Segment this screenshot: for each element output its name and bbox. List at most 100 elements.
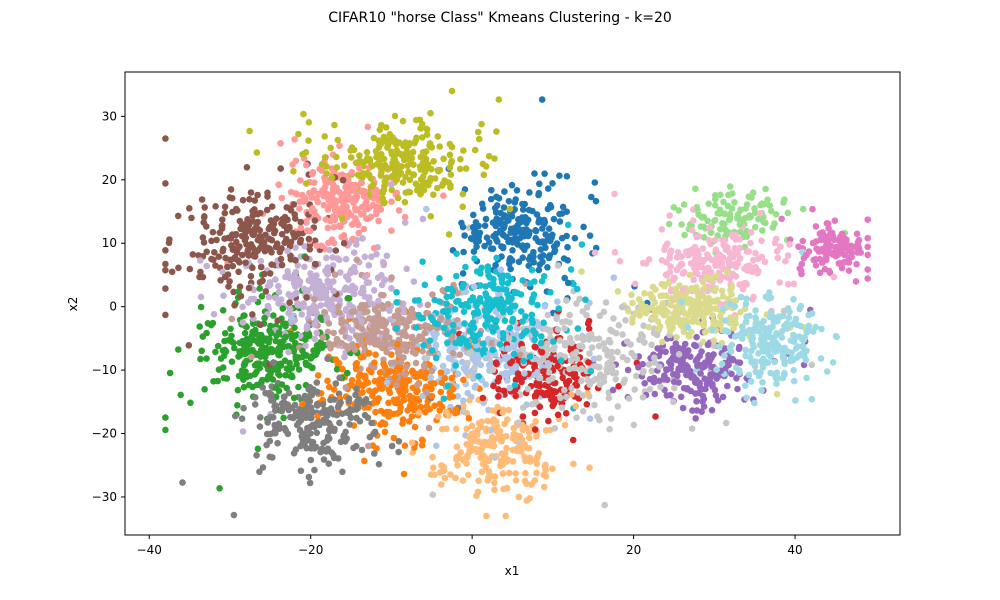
data-point	[576, 342, 583, 350]
data-point	[538, 333, 545, 340]
data-point	[268, 397, 275, 404]
data-point	[539, 356, 547, 363]
data-point	[532, 457, 540, 465]
data-point	[799, 237, 807, 245]
data-point	[290, 348, 298, 355]
data-point	[377, 291, 385, 299]
data-point	[287, 188, 295, 196]
data-point	[293, 361, 300, 368]
data-point	[459, 190, 467, 198]
data-point	[722, 317, 729, 324]
data-point	[478, 120, 485, 128]
data-point	[335, 303, 342, 311]
data-point	[335, 359, 343, 367]
data-point	[705, 200, 712, 207]
data-point	[309, 364, 316, 372]
data-point	[712, 195, 719, 203]
data-point	[232, 205, 240, 213]
data-point	[578, 268, 585, 275]
data-point	[337, 223, 344, 231]
data-point	[409, 348, 417, 356]
data-point	[771, 220, 778, 227]
data-point	[417, 125, 424, 132]
x-axis-label: x1	[505, 564, 520, 578]
data-point	[401, 198, 409, 206]
data-point	[427, 379, 435, 387]
data-point	[266, 437, 274, 445]
data-point	[594, 413, 601, 420]
data-point	[495, 393, 502, 400]
data-point	[375, 297, 382, 305]
data-point	[614, 403, 622, 410]
data-point	[343, 203, 350, 211]
data-point	[402, 189, 410, 196]
data-point	[830, 273, 838, 281]
data-point	[319, 334, 327, 341]
data-point	[432, 354, 440, 362]
data-point	[318, 242, 326, 250]
data-point	[351, 346, 359, 354]
data-point	[488, 339, 496, 347]
data-point	[559, 374, 566, 382]
data-point	[319, 401, 327, 408]
data-point	[343, 183, 350, 190]
data-point	[727, 348, 735, 355]
data-point	[458, 301, 465, 309]
data-point	[429, 464, 437, 472]
data-point	[352, 196, 359, 204]
data-point	[299, 347, 306, 355]
data-point	[663, 272, 671, 279]
data-point	[831, 217, 839, 224]
data-point	[339, 365, 346, 373]
data-point	[482, 283, 489, 290]
data-point	[317, 302, 325, 309]
data-point	[724, 382, 731, 390]
data-point	[512, 392, 519, 400]
data-point	[562, 410, 570, 417]
data-point	[520, 404, 527, 411]
data-point	[602, 299, 610, 306]
data-point	[319, 187, 326, 194]
data-point	[351, 268, 359, 276]
data-point	[393, 299, 400, 306]
data-point	[809, 328, 817, 335]
data-point	[566, 311, 573, 319]
data-point	[495, 96, 503, 103]
data-point	[657, 383, 664, 391]
data-point	[438, 425, 446, 433]
data-point	[347, 414, 355, 422]
data-point	[346, 335, 353, 342]
data-point	[545, 368, 553, 376]
data-point	[500, 224, 508, 232]
data-point	[201, 204, 208, 211]
x-tick-label: 20	[626, 543, 641, 557]
data-point	[393, 410, 401, 417]
data-point	[573, 285, 581, 293]
data-point	[363, 205, 371, 213]
data-point	[415, 409, 423, 416]
data-point	[544, 311, 552, 319]
data-point	[391, 374, 399, 381]
data-point	[795, 243, 802, 250]
data-point	[290, 394, 298, 402]
data-point	[561, 386, 568, 394]
data-point	[736, 369, 743, 377]
data-point	[375, 320, 382, 327]
data-point	[490, 275, 497, 283]
data-point	[328, 174, 336, 181]
data-point	[375, 217, 382, 225]
data-point	[512, 196, 519, 203]
data-point	[306, 227, 314, 235]
data-point	[784, 280, 792, 288]
data-point	[552, 388, 560, 396]
data-point	[339, 176, 347, 184]
data-point	[832, 332, 840, 340]
data-point	[756, 210, 764, 217]
data-point	[405, 377, 413, 384]
data-point	[373, 250, 380, 258]
data-point	[292, 244, 299, 251]
data-point	[296, 281, 303, 288]
data-point	[478, 468, 486, 476]
data-point	[174, 212, 182, 220]
